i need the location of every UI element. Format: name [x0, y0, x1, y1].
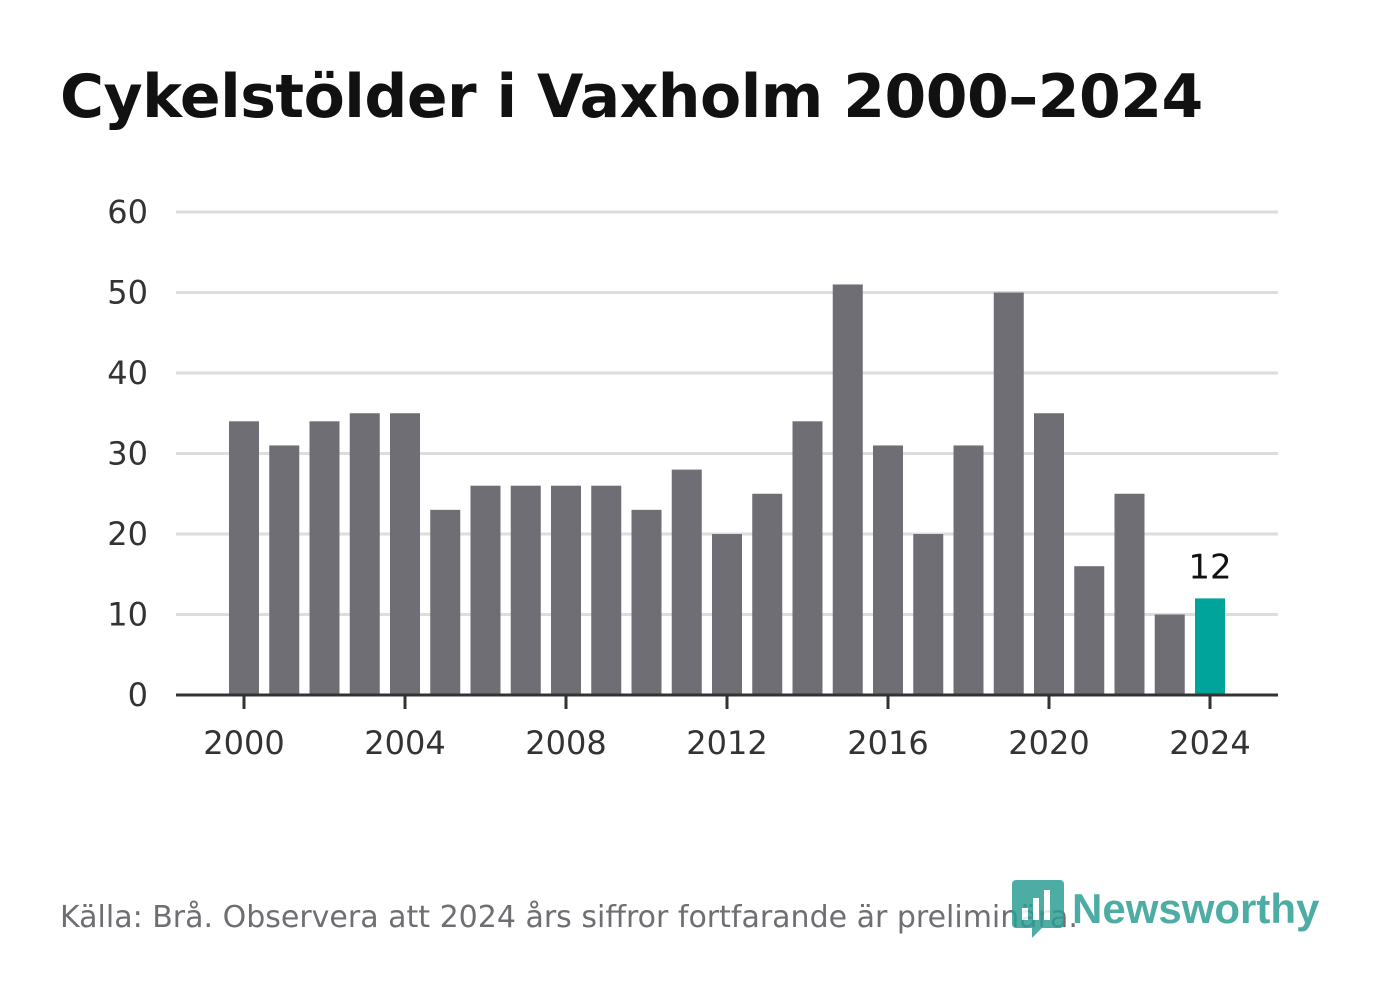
- bar-2004: [390, 413, 420, 695]
- chart-title: Cykelstölder i Vaxholm 2000–2024: [60, 62, 1203, 132]
- bar-2014: [792, 421, 823, 695]
- y-tick-label: 0: [128, 676, 148, 714]
- value-labels: 12: [1188, 547, 1231, 587]
- bar-2000: [229, 421, 259, 695]
- newsworthy-logo-icon: [1012, 880, 1064, 938]
- bar-2005: [430, 509, 461, 695]
- y-tick-label: 20: [107, 515, 148, 553]
- bar-2006: [470, 485, 501, 695]
- x-tick-label: 2016: [847, 724, 928, 762]
- y-tick-label: 10: [107, 596, 148, 634]
- bar-2021: [1074, 566, 1105, 695]
- bar-2011: [671, 469, 702, 695]
- bar-2015: [832, 284, 863, 695]
- bar-2008: [551, 485, 581, 695]
- x-tick-label: 2008: [525, 724, 606, 762]
- bar-2012: [712, 534, 742, 695]
- x-tick-label: 2004: [364, 724, 445, 762]
- y-tick-label: 60: [107, 193, 148, 231]
- bar-2007: [510, 485, 541, 695]
- bar-2020: [1034, 413, 1064, 695]
- x-tick-label: 2000: [203, 724, 284, 762]
- bar-2017: [913, 534, 944, 695]
- bar-2001: [269, 445, 300, 695]
- source-note: Källa: Brå. Observera att 2024 års siffr…: [60, 900, 1078, 935]
- brand-name: Newsworthy: [1072, 885, 1320, 932]
- bar-2010: [631, 509, 662, 695]
- value-label-2024: 12: [1188, 547, 1231, 587]
- bar-2018: [953, 445, 984, 695]
- bar-2003: [349, 413, 380, 695]
- bar-2023: [1154, 614, 1185, 695]
- y-tick-labels: 0 10 20 30 40 50 60: [107, 193, 148, 714]
- x-tick-label: 2012: [686, 724, 767, 762]
- x-tick-labels: 2000 2004 2008 2012 2016 2020 2024: [203, 724, 1250, 762]
- bar-2024: [1195, 598, 1225, 695]
- x-axis: [176, 693, 1278, 709]
- bar-2013: [752, 493, 783, 695]
- bar-2022: [1114, 493, 1145, 695]
- bars: [229, 284, 1225, 695]
- y-tick-label: 50: [107, 274, 148, 312]
- x-tick-label: 2020: [1008, 724, 1089, 762]
- bar-2016: [873, 445, 903, 695]
- x-tick-label: 2024: [1169, 724, 1250, 762]
- bar-2009: [591, 485, 622, 695]
- y-tick-label: 40: [107, 354, 148, 392]
- brand-logo: Newsworthy: [1012, 880, 1319, 938]
- bar-2019: [993, 292, 1024, 695]
- bar-2002: [309, 421, 340, 695]
- y-tick-label: 30: [107, 435, 148, 473]
